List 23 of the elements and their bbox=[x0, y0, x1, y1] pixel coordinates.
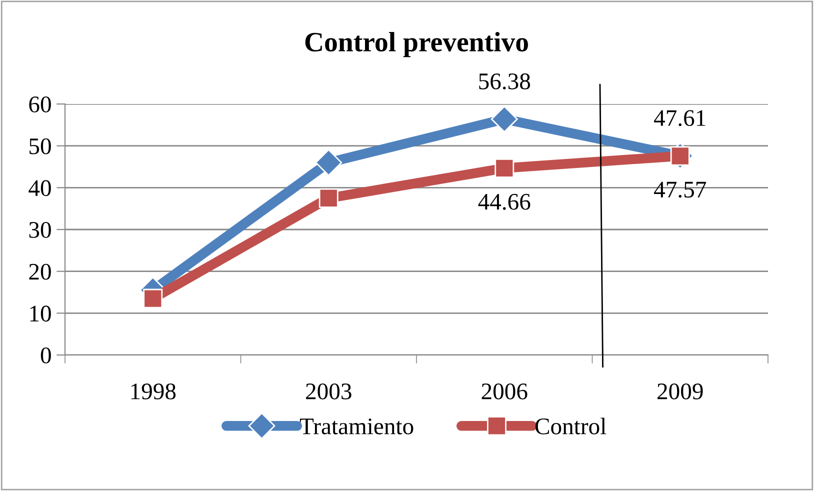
x-tick-label: 2006 bbox=[482, 383, 528, 400]
chart-title: Control preventivo bbox=[305, 32, 528, 58]
y-tick-label: 0 bbox=[40, 347, 51, 364]
data-label: 47.61 bbox=[654, 110, 706, 126]
y-tick-label: 20 bbox=[29, 264, 51, 280]
point bbox=[143, 288, 163, 308]
y-tick-label: 10 bbox=[30, 306, 51, 322]
data-label: 47.57 bbox=[654, 182, 706, 198]
y-tick-label: 50 bbox=[30, 138, 51, 154]
point bbox=[490, 106, 518, 133]
x-tick-label: 2003 bbox=[306, 383, 352, 400]
point bbox=[318, 188, 338, 208]
point bbox=[494, 158, 514, 178]
legend-label: Tratamiento bbox=[300, 418, 414, 434]
legend-label: Control bbox=[535, 418, 606, 434]
point bbox=[315, 149, 342, 176]
data-label: 44.66 bbox=[478, 194, 530, 210]
y-tick-label: 30 bbox=[29, 222, 51, 238]
y-tick-label: 40 bbox=[28, 180, 51, 196]
x-tick-label: 1998 bbox=[131, 383, 176, 400]
y-tick-label: 60 bbox=[29, 96, 51, 112]
x-tick-label: 2009 bbox=[658, 383, 703, 400]
data-label: 56.38 bbox=[479, 73, 530, 90]
